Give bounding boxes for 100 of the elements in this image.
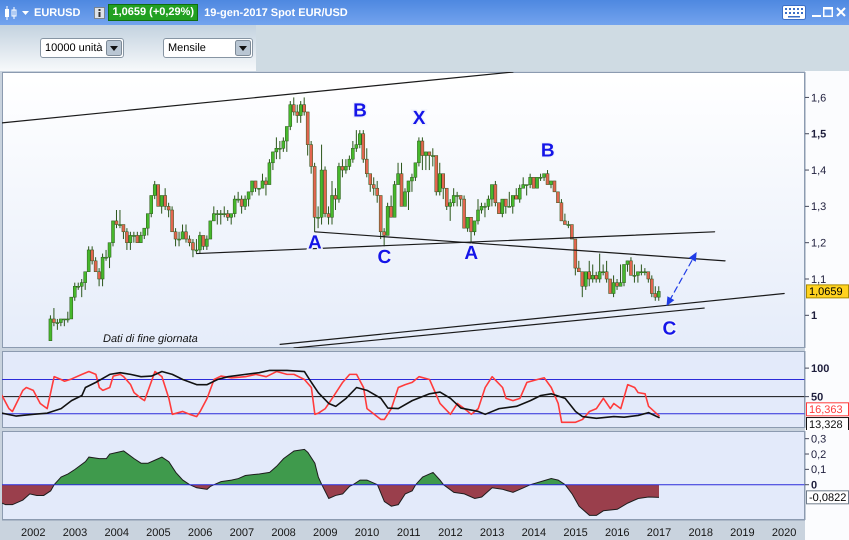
candlestick bbox=[219, 210, 223, 226]
candlestick bbox=[202, 234, 206, 250]
candlestick bbox=[298, 100, 302, 124]
x-tick-label: 2010 bbox=[354, 526, 380, 539]
x-tick-label: 2007 bbox=[230, 526, 254, 539]
text: 13,328 bbox=[809, 418, 843, 431]
y-tick-label: 0,1 bbox=[811, 464, 826, 476]
candlestick bbox=[191, 238, 195, 258]
candlestick bbox=[580, 271, 584, 298]
annotation: Dati di fine giornata bbox=[103, 333, 198, 346]
candlestick bbox=[226, 210, 230, 222]
y-tick-label: 1,4 bbox=[811, 164, 826, 177]
y-tick-label: 1,3 bbox=[811, 201, 826, 214]
candlestick bbox=[250, 180, 254, 196]
candlestick bbox=[278, 140, 282, 160]
candlestick bbox=[500, 198, 504, 218]
x-tick-label: 2008 bbox=[271, 526, 296, 539]
y-tick-label: 1,5 bbox=[811, 128, 826, 141]
x-tick-label: 2003 bbox=[62, 526, 88, 539]
candlestick bbox=[632, 264, 636, 284]
candlestick bbox=[590, 264, 594, 284]
text: 1,0659 bbox=[809, 286, 843, 298]
x-tick-label: 2018 bbox=[688, 526, 713, 539]
candlestick bbox=[622, 264, 626, 287]
candlestick bbox=[243, 194, 247, 210]
candlestick bbox=[535, 176, 539, 189]
candlestick bbox=[128, 231, 132, 250]
text: 16,363 bbox=[809, 404, 843, 416]
y-tick-label: 1,1 bbox=[811, 274, 826, 286]
candlestick bbox=[240, 194, 244, 214]
candlestick bbox=[657, 286, 661, 302]
candlestick bbox=[455, 191, 459, 207]
candlestick bbox=[528, 173, 532, 189]
y-tick-label: 1,6 bbox=[811, 92, 826, 104]
candlestick bbox=[546, 170, 550, 186]
candlestick bbox=[118, 210, 122, 229]
candlestick bbox=[216, 210, 220, 226]
candlestick bbox=[612, 274, 616, 298]
y-tick-label: 1 bbox=[811, 310, 818, 322]
candlestick bbox=[198, 231, 202, 254]
candlestick bbox=[156, 184, 160, 207]
dropdown-box: 10000 unità bbox=[40, 38, 124, 58]
x-tick-label: 2019 bbox=[730, 526, 755, 539]
y-tick-label: 1,2 bbox=[811, 238, 826, 250]
candlestick bbox=[330, 180, 334, 226]
x-tick-label: 2005 bbox=[146, 526, 171, 539]
x-tick-label: 2017 bbox=[646, 526, 672, 539]
candlestick bbox=[469, 216, 473, 244]
y-tick-label: 100 bbox=[811, 362, 830, 375]
y-tick-label: 50 bbox=[811, 391, 824, 404]
x-tick-label: 2004 bbox=[104, 526, 129, 539]
annotation: A bbox=[308, 232, 322, 254]
x-tick-label: 2016 bbox=[605, 526, 630, 539]
candlestick bbox=[232, 194, 236, 218]
y-tick-label: 0,2 bbox=[811, 448, 826, 461]
candlestick bbox=[222, 206, 226, 218]
candlestick bbox=[254, 180, 258, 192]
x-tick-label: 2012 bbox=[438, 526, 463, 539]
candlestick bbox=[344, 158, 348, 174]
candlestick bbox=[598, 253, 602, 284]
annotation: B bbox=[540, 140, 555, 162]
candlestick bbox=[136, 231, 140, 244]
candlestick bbox=[601, 264, 605, 276]
text: 1,0659 (+0,29%) bbox=[108, 4, 198, 21]
candlestick bbox=[511, 194, 515, 214]
candlestick bbox=[125, 228, 129, 250]
candlestick bbox=[177, 231, 181, 247]
x-tick-label: 2015 bbox=[563, 526, 588, 539]
candlestick bbox=[184, 224, 188, 244]
candlestick bbox=[518, 184, 522, 204]
x-tick-label: 2020 bbox=[772, 526, 796, 539]
annotation: X bbox=[412, 108, 426, 129]
candlestick bbox=[594, 271, 598, 284]
y-tick-label: 0,3 bbox=[811, 434, 826, 446]
chart-title: EURUSD bbox=[34, 6, 80, 20]
chart-subtitle: 19-gen-2017 Spot EUR/USD bbox=[204, 6, 348, 20]
candlestick bbox=[139, 231, 143, 244]
candlestick bbox=[428, 151, 432, 171]
text: -0,0822 bbox=[809, 492, 846, 504]
candlestick bbox=[640, 264, 644, 276]
dropdown-box: Mensile bbox=[163, 38, 253, 58]
x-tick-label: 2009 bbox=[313, 526, 338, 539]
x-tick-label: 2011 bbox=[396, 526, 421, 539]
candlestick bbox=[615, 278, 619, 290]
candlestick bbox=[132, 231, 136, 244]
candlestick bbox=[532, 176, 536, 189]
annotation: A bbox=[464, 243, 478, 264]
annotation: C bbox=[378, 246, 392, 268]
annotation: C bbox=[662, 318, 677, 340]
candlestick bbox=[650, 274, 654, 298]
x-tick-label: 2013 bbox=[480, 526, 504, 539]
y-tick-label: 0 bbox=[811, 480, 818, 492]
annotation: B bbox=[353, 100, 367, 122]
candlestick bbox=[490, 184, 494, 207]
candlestick bbox=[587, 260, 591, 287]
x-tick-label: 2014 bbox=[522, 526, 546, 539]
candlestick bbox=[420, 136, 424, 171]
candlestick bbox=[274, 136, 278, 160]
candlestick bbox=[100, 253, 104, 287]
x-tick-label: 2002 bbox=[21, 526, 46, 539]
